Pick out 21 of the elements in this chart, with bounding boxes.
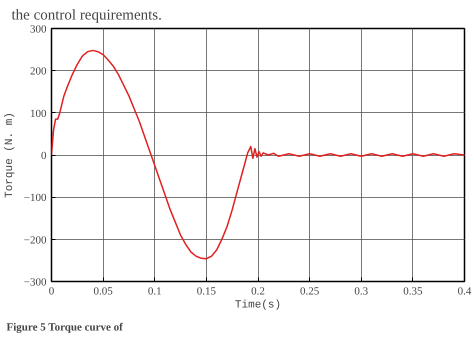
- text: the control requirements.: [12, 8, 162, 24]
- y-tick-label: 300: [30, 24, 47, 36]
- x-tick-label: 0.4: [458, 286, 472, 298]
- x-tick-label: 0.15: [196, 286, 216, 298]
- y-tick-label: −200: [24, 234, 47, 246]
- y-tick-label: 200: [30, 66, 47, 78]
- x-tick-label: 0.1: [148, 286, 162, 298]
- x-tick-label: 0.25: [300, 286, 320, 298]
- x-tick-label: 0.3: [354, 286, 369, 298]
- caption: Figure 5 Torque curve of: [6, 322, 124, 334]
- x-tick-label: 0.35: [403, 286, 423, 298]
- x-tick-label: 0: [48, 286, 55, 298]
- y-tick-label: −300: [24, 276, 47, 288]
- y-tick-label: 100: [30, 108, 47, 120]
- x-tick-label: 0.05: [94, 286, 114, 298]
- x-axis-title: Time(s): [234, 300, 282, 312]
- y-axis-title: Torque (N. m): [4, 112, 16, 198]
- line-series: [52, 50, 464, 260]
- y-tick-label: 0: [41, 150, 47, 162]
- x-tick-label: 0.2: [251, 286, 265, 298]
- y-tick-label: −100: [24, 192, 47, 204]
